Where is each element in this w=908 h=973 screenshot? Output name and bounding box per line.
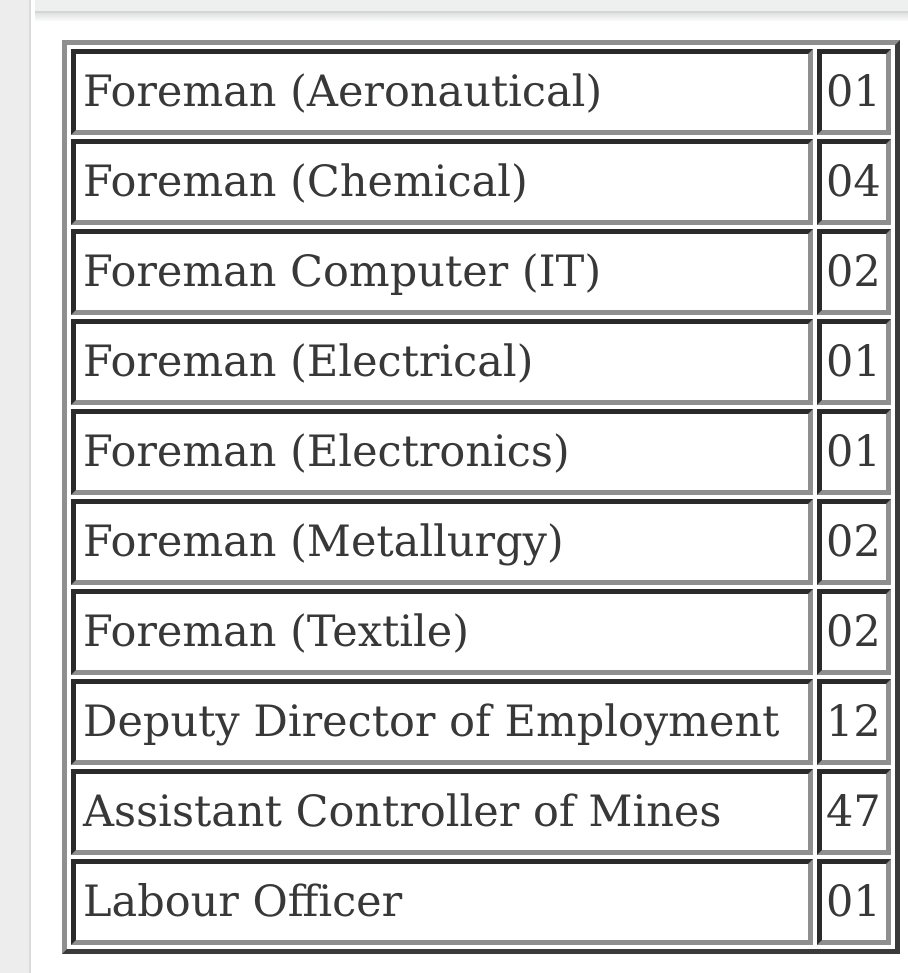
post-name-cell: Foreman (Aeronautical) [71,49,813,135]
post-name-cell: Foreman (Textile) [71,589,813,675]
left-gutter [0,0,31,973]
vacancy-count-cell: 12 [817,679,891,765]
post-name-cell: Assistant Controller of Mines [71,769,813,855]
vacancy-count-cell: 01 [817,859,891,945]
table-row: Foreman (Electronics) 01 [71,409,891,495]
post-name-cell: Foreman (Chemical) [71,139,813,225]
table-row: Foreman Computer (IT) 02 [71,229,891,315]
table-row: Foreman (Electrical) 01 [71,319,891,405]
post-name-cell: Deputy Director of Employment [71,679,813,765]
table-row: Assistant Controller of Mines 47 [71,769,891,855]
vacancy-count-cell: 02 [817,229,891,315]
post-name-cell: Foreman (Electrical) [71,319,813,405]
table-row: Foreman (Chemical) 04 [71,139,891,225]
table-row: Foreman (Metallurgy) 02 [71,499,891,585]
post-name-cell: Foreman Computer (IT) [71,229,813,315]
post-name-cell: Foreman (Metallurgy) [71,499,813,585]
toolbar-bottom-edge [35,0,908,13]
vacancy-count-cell: 01 [817,409,891,495]
vacancy-count-cell: 04 [817,139,891,225]
toolbar-shadow [35,13,908,22]
table-row: Foreman (Textile) 02 [71,589,891,675]
vacancy-count-cell: 01 [817,319,891,405]
table-row: Deputy Director of Employment 12 [71,679,891,765]
post-name-cell: Foreman (Electronics) [71,409,813,495]
vacancy-count-cell: 47 [817,769,891,855]
vacancy-table: Foreman (Aeronautical) 01 Foreman (Chemi… [62,40,900,954]
vacancy-count-cell: 02 [817,589,891,675]
table-row: Foreman (Aeronautical) 01 [71,49,891,135]
post-name-cell: Labour Officer [71,859,813,945]
vacancy-count-cell: 01 [817,49,891,135]
table-row: Labour Officer 01 [71,859,891,945]
vacancy-count-cell: 02 [817,499,891,585]
